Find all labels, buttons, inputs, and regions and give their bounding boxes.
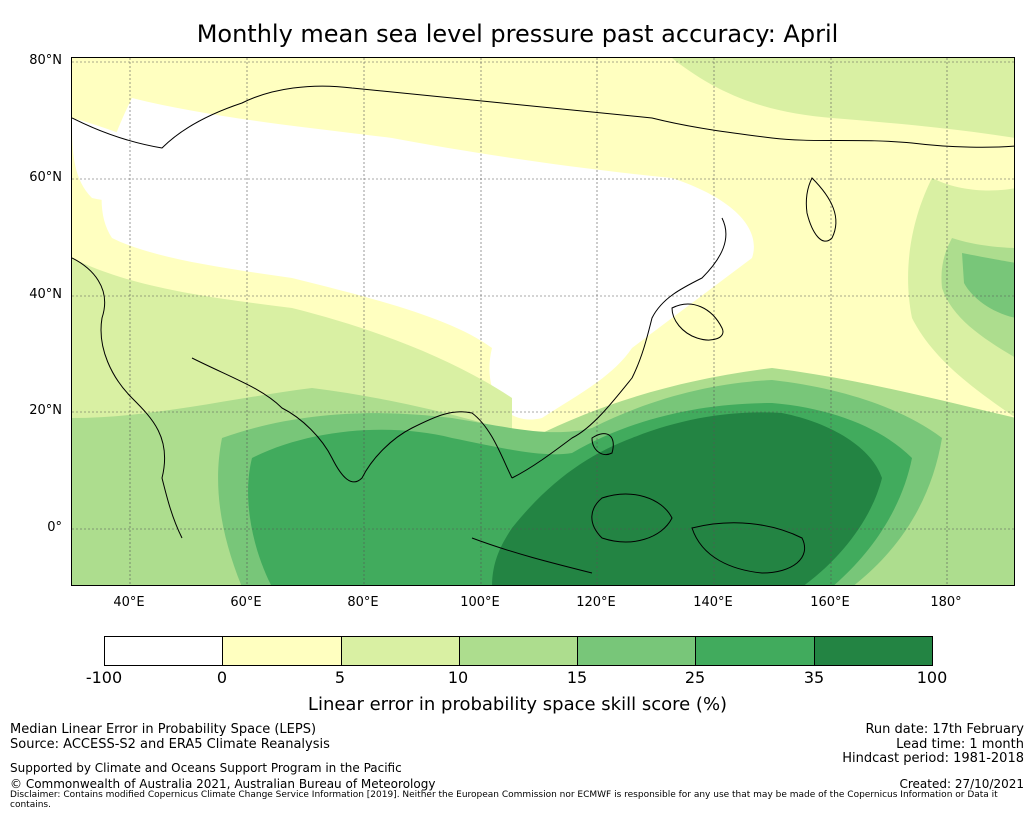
skill-score-map [71, 57, 1015, 586]
map-region-green-east [962, 253, 1014, 318]
colorbar-label: Linear error in probability space skill … [307, 694, 728, 715]
colorbar-tick: 0 [216, 668, 228, 687]
footer-support: Supported by Climate and Oceans Support … [10, 761, 402, 775]
lon-label-120e: 120°E [576, 595, 616, 610]
map-region-darkestgreen-south [492, 412, 882, 585]
colorbar-segment [341, 637, 460, 665]
lat-label-20n: 20°N [29, 403, 62, 418]
footer-hindcast: Hindcast period: 1981-2018 [842, 751, 1024, 766]
lon-label-180: 180° [930, 595, 962, 610]
page-title: Monthly mean sea level pressure past acc… [196, 20, 839, 48]
colorbar-segment [696, 637, 815, 665]
colorbar-tick: 35 [803, 668, 825, 687]
colorbar-tick: 15 [566, 668, 588, 687]
colorbar [104, 636, 933, 666]
lat-label-60n: 60°N [29, 170, 62, 185]
lat-label-80n: 80°N [29, 53, 62, 68]
colorbar-segment [459, 637, 579, 665]
footer-source: Source: ACCESS-S2 and ERA5 Climate Reana… [10, 737, 330, 752]
lon-label-80e: 80°E [347, 595, 379, 610]
lon-label-140e: 140°E [693, 595, 733, 610]
lat-label-40n: 40°N [29, 287, 62, 302]
colorbar-segment [578, 637, 697, 665]
footer-lead-time: Lead time: 1 month [896, 737, 1024, 752]
lon-label-40e: 40°E [113, 595, 145, 610]
colorbar-tick: 100 [916, 668, 948, 687]
map-region-white [101, 98, 754, 420]
map-region-lightgreen-north [672, 58, 1014, 138]
colorbar-tick: 25 [684, 668, 706, 687]
lon-label-160e: 160°E [810, 595, 850, 610]
footer-copyright: © Commonwealth of Australia 2021, Austra… [10, 777, 436, 791]
colorbar-segment [223, 637, 342, 665]
lon-label-60e: 60°E [230, 595, 262, 610]
lon-label-100e: 100°E [460, 595, 500, 610]
colorbar-segment [814, 637, 932, 665]
footer-run-date: Run date: 17th February [865, 722, 1024, 737]
lat-label-0: 0° [47, 520, 62, 535]
colorbar-tick: -100 [85, 668, 123, 687]
coastlines [72, 85, 1014, 574]
colorbar-tick: 5 [334, 668, 346, 687]
footer-created: Created: 27/10/2021 [899, 777, 1024, 791]
map-gridlines [72, 58, 1014, 585]
colorbar-segment [105, 637, 224, 665]
map-region-white-2 [72, 118, 192, 201]
footer-disclaimer: Disclaimer: Contains modified Copernicus… [10, 790, 998, 810]
colorbar-tick: 10 [447, 668, 469, 687]
footer-method: Median Linear Error in Probability Space… [10, 722, 317, 737]
